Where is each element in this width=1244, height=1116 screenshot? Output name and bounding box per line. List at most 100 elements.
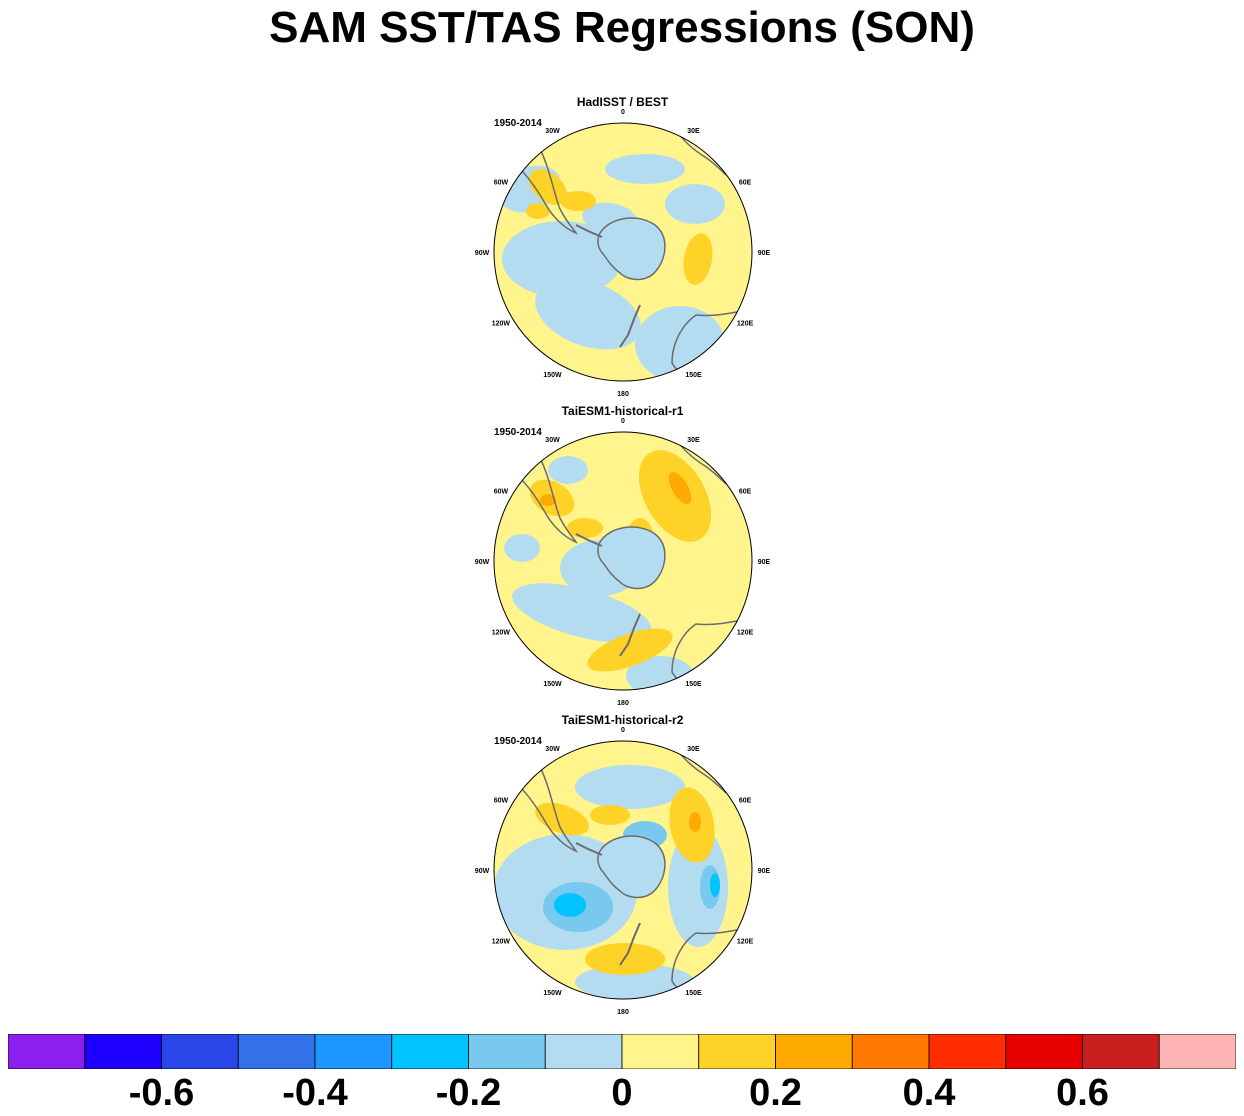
polar-map: 0 30E 60E 90E 120E 150E 180 150W 120W 90W 60W 30W — [475, 418, 771, 707]
colorbar-bin — [8, 1034, 86, 1069]
longitude-label: 30E — [687, 437, 700, 444]
anomaly-region — [605, 154, 685, 184]
anomaly-region — [575, 964, 695, 999]
longitude-label: 90W — [475, 868, 490, 875]
anomaly-region — [587, 628, 673, 672]
longitude-label: 180 — [617, 391, 629, 398]
longitude-label: 60W — [494, 798, 509, 805]
longitude-label: 30E — [687, 128, 700, 135]
longitude-label: 0 — [621, 727, 625, 734]
south-america-coastline — [519, 148, 578, 235]
longitude-label: 120E — [737, 321, 754, 328]
map-boundary — [493, 122, 753, 382]
colorbar-bin — [84, 1034, 162, 1069]
colorbar-tick-label: 0.2 — [749, 1072, 802, 1114]
colorbar-bin — [1005, 1034, 1083, 1069]
antarctica-coastline — [597, 835, 666, 899]
anomaly-region — [554, 893, 586, 917]
anomaly-region — [560, 191, 596, 211]
colorbar-bin — [698, 1034, 776, 1069]
longitude-label: 0 — [621, 109, 625, 116]
colorbar-bin — [621, 1034, 700, 1069]
longitude-label: 90E — [758, 868, 771, 875]
anomaly-region — [710, 873, 720, 897]
longitude-label: 30E — [687, 746, 700, 753]
anomaly-region — [567, 518, 603, 538]
colorbar-bin — [1158, 1034, 1236, 1069]
colorbar-tick-label: 0.4 — [902, 1072, 956, 1114]
colorbar — [8, 1034, 1236, 1069]
panel-period: 1950-2014 — [494, 118, 542, 129]
colorbar-bin — [237, 1034, 316, 1069]
colorbar-bin — [1082, 1034, 1160, 1069]
longitude-label: 90W — [475, 559, 490, 566]
longitude-label: 30W — [545, 746, 560, 753]
longitude-label: 60W — [494, 489, 509, 496]
colorbar-tick-label: 0 — [611, 1072, 633, 1114]
longitude-label: 90E — [758, 559, 771, 566]
longitude-label: 150W — [543, 372, 562, 379]
anomaly-region — [528, 169, 568, 205]
new-zealand-coastline — [619, 304, 641, 348]
anomaly-region — [540, 494, 556, 506]
anomaly-region — [548, 456, 588, 484]
colorbar-tick-labels: -0.6 -0.4 -0.2 0 0.2 0.4 0.6 — [0, 1072, 1244, 1116]
antarctic-peninsula — [575, 842, 603, 856]
panel-title: TaiESM1-historical-r2 — [561, 713, 684, 727]
anomaly-region — [668, 471, 692, 505]
anomaly-region — [635, 306, 725, 381]
longitude-label: 60E — [739, 798, 752, 805]
map-boundary — [493, 740, 753, 1000]
colorbar-bin — [544, 1034, 623, 1069]
longitude-label: 150W — [543, 681, 562, 688]
colorbar-bin — [928, 1034, 1007, 1069]
longitude-label: 120E — [737, 939, 754, 946]
longitude-label: 180 — [617, 1009, 629, 1016]
colorbar-bin — [851, 1034, 930, 1069]
map-panel-r2: TaiESM1-historical-r2 1950-2014 0 30E 60E 9… — [470, 713, 780, 1016]
anomaly-region — [683, 233, 713, 285]
longitude-label: 120W — [492, 630, 511, 637]
panel-title: TaiESM1-historical-r1 — [561, 404, 684, 418]
anomaly-region — [665, 184, 725, 224]
south-america-coastline — [519, 457, 578, 544]
colorbar-bin — [314, 1034, 393, 1069]
figure-title: SAM SST/TAS Regressions (SON) — [269, 3, 975, 52]
anomaly-region — [590, 805, 630, 825]
panel-period: 1950-2014 — [494, 736, 542, 747]
longitude-label: 150W — [543, 990, 562, 997]
longitude-label: 180 — [617, 700, 629, 707]
longitude-label: 150E — [685, 990, 702, 997]
longitude-label: 30W — [545, 128, 560, 135]
longitude-label: 60E — [739, 489, 752, 496]
anomaly-region — [689, 812, 701, 832]
map-panel-hadisst: HadISST / BEST 1950-2014 0 30E 60E 90E 120E 1… — [470, 95, 780, 398]
colorbar-tick-label: -0.6 — [128, 1072, 195, 1114]
longitude-label: 90W — [475, 250, 490, 257]
colorbar-bin — [391, 1034, 469, 1069]
longitude-label: 120W — [492, 321, 511, 328]
panel-period: 1950-2014 — [494, 427, 542, 438]
longitude-label: 120E — [737, 630, 754, 637]
colorbar-bin — [161, 1034, 239, 1069]
polar-map: 0 30E 60E 90E 120E 150E 180 150W 120W 90W 60W 30W — [475, 727, 771, 1016]
colorbar-tick-label: 0.6 — [1056, 1072, 1109, 1114]
longitude-label: 0 — [621, 418, 625, 425]
longitude-label: 150E — [685, 681, 702, 688]
colorbar-bin — [468, 1034, 546, 1069]
anomaly-region — [535, 278, 641, 350]
map-panel-r1: TaiESM1-historical-r1 1950-2014 0 30E 60E 9… — [470, 404, 780, 707]
anomaly-region — [575, 765, 685, 809]
south-america-coastline — [519, 766, 578, 853]
map-boundary — [493, 431, 753, 691]
longitude-label: 60E — [739, 180, 752, 187]
longitude-label: 120W — [492, 939, 511, 946]
anomaly-region — [526, 203, 550, 219]
anomaly-region — [504, 534, 540, 562]
anomaly-region — [668, 827, 728, 947]
longitude-label: 90E — [758, 250, 771, 257]
colorbar-tick-label: -0.2 — [435, 1072, 502, 1114]
longitude-label: 30W — [545, 437, 560, 444]
colorbar-bin — [775, 1034, 853, 1069]
anomaly-region — [638, 450, 712, 542]
